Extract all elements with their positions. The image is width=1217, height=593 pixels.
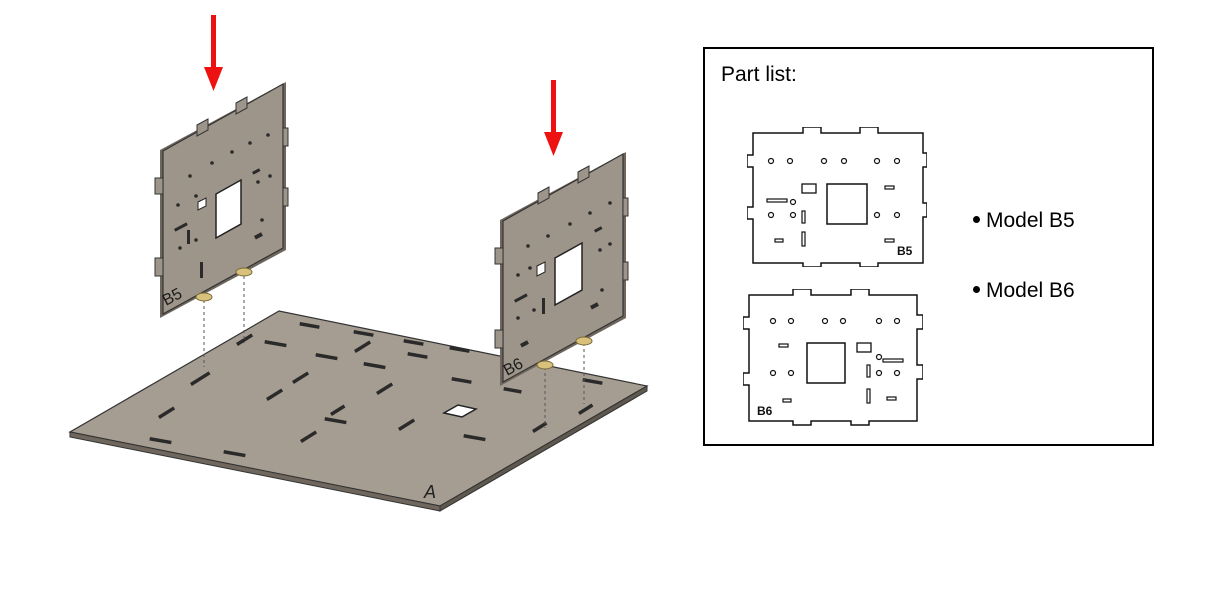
list-item-model-b5: Model B5: [973, 209, 1075, 233]
drawing-b5: B5: [747, 127, 927, 267]
part-list-box: Part list: B5 B6 Model: [703, 47, 1154, 446]
drawing-b5-label: B5: [897, 244, 913, 258]
alignment-guides: [203, 276, 585, 428]
drawing-b6: B6: [743, 289, 923, 426]
bullet-icon: [973, 215, 980, 223]
panel-b6: [494, 152, 629, 386]
arrow-down-icon: [204, 15, 223, 91]
list-item-model-b6: Model B6: [973, 279, 1075, 303]
bullet-icon: [973, 285, 980, 293]
panel-b5: [154, 82, 289, 318]
list-item-label: Model B5: [986, 209, 1075, 232]
arrow-down-icon: [544, 80, 563, 156]
list-item-label: Model B6: [986, 279, 1075, 302]
drawing-b6-label: B6: [757, 404, 773, 418]
base-label: A: [423, 482, 436, 502]
part-list-title: Part list:: [721, 63, 797, 86]
